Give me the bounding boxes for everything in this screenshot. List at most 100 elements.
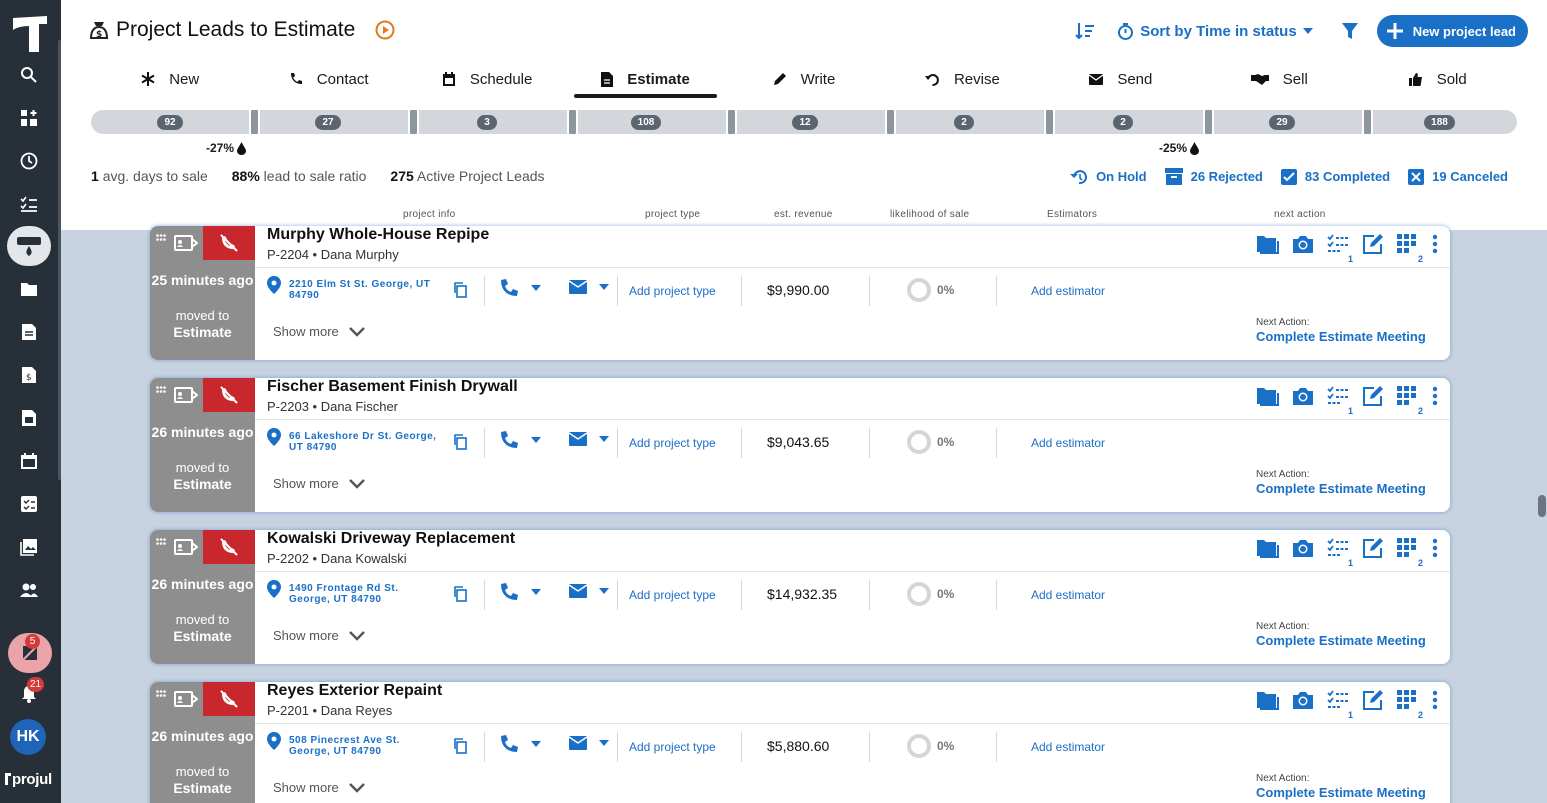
apps-button[interactable]: 2	[1397, 690, 1423, 720]
lead-client[interactable]: Dana Kowalski	[320, 551, 407, 566]
no-contact-alert[interactable]	[203, 378, 255, 412]
lead-client[interactable]: Dana Reyes	[320, 703, 393, 718]
avatar[interactable]: HK	[10, 719, 46, 755]
tab-sold[interactable]: Sold	[1359, 60, 1517, 98]
email-dropdown[interactable]	[569, 280, 609, 294]
files-button[interactable]	[1257, 690, 1279, 712]
lead-client[interactable]: Dana Fischer	[320, 399, 399, 414]
show-more-toggle[interactable]: Show more	[273, 628, 365, 643]
lead-title[interactable]: Murphy Whole-House Repipe	[267, 226, 490, 243]
lead-title[interactable]: Kowalski Driveway Replacement	[267, 530, 516, 547]
add-project-type-link[interactable]: Add project type	[629, 740, 716, 754]
copy-icon[interactable]	[453, 738, 467, 754]
people-icon[interactable]	[18, 579, 40, 601]
tab-write[interactable]: Write	[725, 60, 883, 98]
next-action-link[interactable]: Complete Estimate Meeting	[1256, 633, 1426, 648]
tab-sell[interactable]: Sell	[1200, 60, 1358, 98]
search-icon[interactable]	[18, 64, 40, 86]
pipeline-segment[interactable]: 27	[249, 110, 407, 134]
likelihood-of-sale[interactable]: 0%	[907, 430, 954, 454]
pipeline-segment[interactable]: 12	[726, 110, 884, 134]
pipeline-segment[interactable]: 2	[885, 110, 1043, 134]
play-video-icon[interactable]	[375, 20, 395, 40]
lead-card[interactable]: 25 minutes ago moved to Estimate Murphy …	[150, 226, 1450, 360]
notes-button[interactable]	[1362, 690, 1384, 712]
lead-card[interactable]: 26 minutes ago moved to Estimate Kowalsk…	[150, 530, 1450, 664]
call-dropdown[interactable]	[499, 734, 541, 754]
address-link[interactable]: 508 Pinecrest Ave St. George, UT 84790	[267, 732, 439, 757]
calculator-doc-icon[interactable]	[18, 407, 40, 429]
sort-select[interactable]: Sort by Time in status	[1117, 22, 1313, 40]
add-estimator-link[interactable]: Add estimator	[1031, 284, 1106, 298]
more-options-button[interactable]	[1432, 538, 1442, 560]
more-options-button[interactable]	[1432, 690, 1442, 712]
photos-button[interactable]	[1292, 690, 1314, 712]
files-button[interactable]	[1257, 538, 1279, 560]
pipeline-segment[interactable]: 188	[1362, 110, 1517, 134]
brand-logo[interactable]: projul	[5, 771, 52, 788]
drag-handle-icon[interactable]	[156, 386, 166, 393]
copy-icon[interactable]	[453, 434, 467, 450]
tasks-button[interactable]: 1	[1327, 690, 1353, 720]
more-options-button[interactable]	[1432, 386, 1442, 408]
drag-handle-icon[interactable]	[156, 690, 166, 697]
apps-button[interactable]: 2	[1397, 538, 1423, 568]
notes-button[interactable]	[1362, 386, 1384, 408]
checklist-icon[interactable]	[18, 193, 40, 215]
email-dropdown[interactable]	[569, 584, 609, 598]
estimate-doc-icon[interactable]	[18, 321, 40, 343]
add-estimator-link[interactable]: Add estimator	[1031, 740, 1106, 754]
photos-button[interactable]	[1292, 538, 1314, 560]
invoice-doc-icon[interactable]: $	[18, 364, 40, 386]
drag-handle-icon[interactable]	[156, 538, 166, 545]
project-leads-icon[interactable]	[7, 226, 51, 266]
notes-button[interactable]	[1362, 538, 1384, 560]
add-project-type-link[interactable]: Add project type	[629, 588, 716, 602]
likelihood-of-sale[interactable]: 0%	[907, 734, 954, 758]
address-link[interactable]: 1490 Frontage Rd St. George, UT 84790	[267, 580, 439, 605]
filter-icon[interactable]	[1341, 22, 1359, 40]
no-contact-alert[interactable]	[203, 530, 255, 564]
email-dropdown[interactable]	[569, 736, 609, 750]
contact-card-icon[interactable]	[174, 387, 198, 403]
pipeline-segment[interactable]: 92	[91, 110, 249, 134]
sort-order-icon[interactable]	[1075, 21, 1095, 41]
contact-card-icon[interactable]	[174, 235, 198, 251]
likelihood-of-sale[interactable]: 0%	[907, 582, 954, 606]
add-project-type-link[interactable]: Add project type	[629, 284, 716, 298]
dashboard-add-icon[interactable]	[18, 107, 40, 129]
tab-schedule[interactable]: Schedule	[408, 60, 566, 98]
canceled-link[interactable]: 19 Canceled	[1408, 168, 1508, 185]
next-action-link[interactable]: Complete Estimate Meeting	[1256, 329, 1426, 344]
likelihood-of-sale[interactable]: 0%	[907, 278, 954, 302]
completed-link[interactable]: 83 Completed	[1280, 168, 1390, 185]
photos-button[interactable]	[1292, 386, 1314, 408]
no-contact-alert[interactable]	[203, 226, 255, 260]
task-icon[interactable]	[18, 493, 40, 515]
show-more-toggle[interactable]: Show more	[273, 780, 365, 795]
page-scrollbar-thumb[interactable]	[1538, 495, 1546, 517]
lead-client[interactable]: Dana Murphy	[320, 247, 399, 262]
lead-title[interactable]: Fischer Basement Finish Drywall	[267, 378, 518, 395]
copy-icon[interactable]	[453, 586, 467, 602]
tasks-button[interactable]: 1	[1327, 234, 1353, 264]
tab-estimate[interactable]: Estimate	[566, 60, 724, 98]
calendar-icon[interactable]	[18, 450, 40, 472]
next-action-link[interactable]: Complete Estimate Meeting	[1256, 481, 1426, 496]
address-link[interactable]: 2210 Elm St St. George, UT 84790	[267, 276, 439, 301]
tasks-button[interactable]: 1	[1327, 386, 1353, 416]
tab-contact[interactable]: Contact	[249, 60, 407, 98]
tab-new[interactable]: New	[91, 60, 249, 98]
on-hold-link[interactable]: On Hold	[1070, 168, 1147, 185]
pipeline-segment[interactable]: 3	[408, 110, 566, 134]
photos-icon[interactable]	[18, 536, 40, 558]
files-button[interactable]	[1257, 386, 1279, 408]
call-dropdown[interactable]	[499, 278, 541, 298]
clock-icon[interactable]	[18, 150, 40, 172]
contact-card-icon[interactable]	[174, 691, 198, 707]
lead-card[interactable]: 26 minutes ago moved to Estimate Reyes E…	[150, 682, 1450, 803]
more-options-button[interactable]	[1432, 234, 1442, 256]
tasks-button[interactable]: 1	[1327, 538, 1353, 568]
call-dropdown[interactable]	[499, 430, 541, 450]
new-project-lead-button[interactable]: New project lead	[1376, 15, 1528, 47]
